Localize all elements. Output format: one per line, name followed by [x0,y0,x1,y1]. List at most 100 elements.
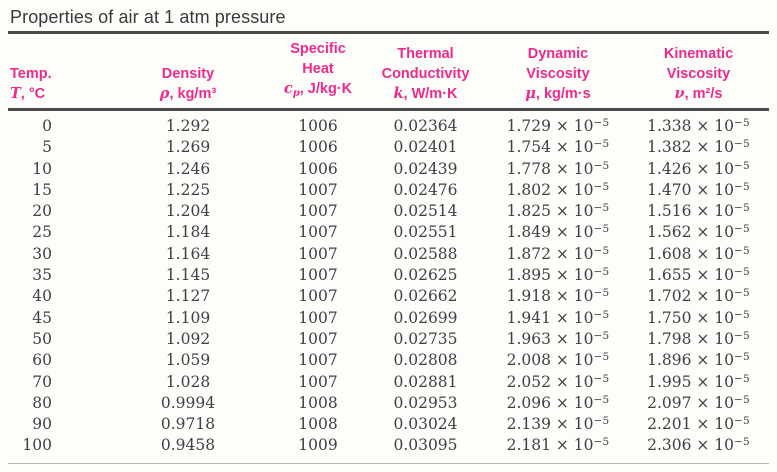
cell-thermal-conductivity: 0.02551 [393,223,458,242]
cell-dynamic-viscosity: 2.181 × 10−5 [506,436,610,455]
table-row: 90 0.9718 1008 0.03024 2.139 × 10−5 2.201 × 1… [8,414,769,435]
cell-thermal-conductivity: 0.02953 [393,393,458,412]
cell-kinematic-viscosity: 1.750 × 10−5 [647,308,750,327]
cell-dynamic-viscosity: 2.008 × 10−5 [506,351,610,370]
cell-kinematic-viscosity: 1.702 × 10−5 [647,287,750,306]
cell-density: 1.092 [165,329,211,348]
cell-specific-heat: 1007 [298,308,338,327]
cell-temp: 0 [42,117,52,135]
bottom-rule [8,462,769,464]
cell-temp: 45 [32,308,52,327]
cell-thermal-conductivity: 0.02588 [393,244,458,263]
col-header-density: Density ρ, kg/m³ [103,34,273,111]
cell-kinematic-viscosity: 2.306 × 10−5 [647,436,750,455]
cell-specific-heat: 1007 [298,329,338,348]
cell-kinematic-viscosity: 2.201 × 10−5 [647,415,750,434]
col-header-dynamic-viscosity: Dynamic Viscosity μ, kg/m·s [488,34,628,111]
cell-density: 0.9718 [160,415,216,434]
cell-density: 1.109 [165,308,211,327]
cell-density: 1.164 [165,244,211,263]
cell-dynamic-viscosity: 1.778 × 10−5 [506,159,610,178]
cell-temp: 35 [32,266,52,285]
cell-specific-heat: 1007 [298,244,338,263]
cell-dynamic-viscosity: 1.963 × 10−5 [506,329,610,348]
cell-thermal-conductivity: 0.02735 [393,329,458,348]
cell-density: 1.127 [165,287,211,306]
cell-specific-heat: 1008 [298,415,338,434]
col-header-specific-heat: Specific Heat cp, J/kg·K [273,34,363,111]
table-row: 40 1.127 1007 0.02662 1.918 × 10−5 1.702 × 10… [8,286,769,307]
table-row: 15 1.225 1007 0.02476 1.802 × 10−5 1.470 × 10… [8,180,769,201]
cell-temp: 5 [42,138,52,157]
cell-specific-heat: 1007 [298,351,338,370]
cell-kinematic-viscosity: 1.516 × 10−5 [647,202,750,221]
cell-density: 1.204 [165,202,211,221]
cell-kinematic-viscosity: 1.382 × 10−5 [647,138,750,157]
cell-temp: 70 [32,372,52,391]
cell-kinematic-viscosity: 1.338 × 10−5 [647,117,750,135]
cell-temp: 50 [32,329,52,348]
cell-dynamic-viscosity: 1.754 × 10−5 [506,138,610,157]
cell-specific-heat: 1009 [298,436,338,455]
cell-dynamic-viscosity: 1.849 × 10−5 [506,223,610,242]
cell-temp: 90 [32,415,52,434]
table-row: 80 0.9994 1008 0.02953 2.096 × 10−5 2.097 × 1… [8,393,769,414]
cell-kinematic-viscosity: 1.896 × 10−5 [647,351,750,370]
cell-temp: 40 [32,287,52,306]
cell-temp: 80 [32,393,52,412]
cell-specific-heat: 1006 [298,159,338,178]
table-body: 0 1.292 1006 0.02364 1.729 × 10−5 1.338 × 10−… [8,110,769,463]
cell-specific-heat: 1007 [298,287,338,306]
col-header-kinematic-viscosity: Kinematic Viscosity ν, m²/s [628,34,769,111]
cell-density: 1.059 [165,351,211,370]
table-row: 25 1.184 1007 0.02551 1.849 × 10−5 1.562 × 10… [8,222,769,243]
cell-density: 1.184 [165,223,211,242]
cell-temp: 20 [32,202,52,221]
cell-dynamic-viscosity: 1.895 × 10−5 [506,266,610,285]
cell-kinematic-viscosity: 1.995 × 10−5 [647,372,750,391]
cell-dynamic-viscosity: 1.872 × 10−5 [506,244,610,263]
cell-thermal-conductivity: 0.02439 [393,159,458,178]
cell-thermal-conductivity: 0.02401 [393,138,458,157]
title-rule [8,31,769,34]
cell-temp: 30 [32,244,52,263]
cell-dynamic-viscosity: 1.918 × 10−5 [506,287,610,306]
cell-dynamic-viscosity: 1.729 × 10−5 [506,117,610,135]
cell-kinematic-viscosity: 1.426 × 10−5 [647,159,750,178]
cell-dynamic-viscosity: 2.052 × 10−5 [506,372,610,391]
cell-density: 0.9458 [160,436,216,455]
cell-thermal-conductivity: 0.03095 [393,436,458,455]
table-row: 0 1.292 1006 0.02364 1.729 × 10−5 1.338 × 10−… [8,110,769,138]
table-row: 50 1.092 1007 0.02735 1.963 × 10−5 1.798 × 10… [8,329,769,350]
cell-specific-heat: 1007 [298,266,338,285]
cell-thermal-conductivity: 0.02476 [393,180,458,199]
cell-temp: 100 [22,436,52,455]
table-row: 100 0.9458 1009 0.03095 2.181 × 10−5 2.306 × … [8,435,769,462]
cell-thermal-conductivity: 0.02662 [393,287,458,306]
properties-table: Temp. T, °C Density ρ, kg/m³ Specific Heat cp,… [8,34,769,463]
cell-density: 1.225 [165,180,211,199]
cell-specific-heat: 1006 [298,138,338,157]
table-row: 20 1.204 1007 0.02514 1.825 × 10−5 1.516 × 10… [8,201,769,222]
cell-density: 1.269 [165,138,211,157]
cell-density: 0.9994 [160,393,216,412]
table-row: 45 1.109 1007 0.02699 1.941 × 10−5 1.750 × 10… [8,308,769,329]
table-head: Temp. T, °C Density ρ, kg/m³ Specific Heat cp,… [8,34,769,111]
table-row: 5 1.269 1006 0.02401 1.754 × 10−5 1.382 × 10−… [8,137,769,158]
cell-dynamic-viscosity: 1.941 × 10−5 [506,308,610,327]
cell-specific-heat: 1007 [298,202,338,221]
cell-specific-heat: 1006 [298,117,338,135]
cell-specific-heat: 1008 [298,393,338,412]
cell-density: 1.028 [165,372,211,391]
cell-dynamic-viscosity: 1.802 × 10−5 [506,180,610,199]
cell-specific-heat: 1007 [298,180,338,199]
cell-kinematic-viscosity: 1.608 × 10−5 [647,244,750,263]
cell-thermal-conductivity: 0.02514 [393,202,458,221]
header-row: Temp. T, °C Density ρ, kg/m³ Specific Heat cp,… [8,34,769,111]
cell-temp: 10 [32,159,52,178]
cell-temp: 15 [32,180,52,199]
table-row: 35 1.145 1007 0.02625 1.895 × 10−5 1.655 × 10… [8,265,769,286]
cell-specific-heat: 1007 [298,223,338,242]
cell-density: 1.292 [165,117,211,135]
